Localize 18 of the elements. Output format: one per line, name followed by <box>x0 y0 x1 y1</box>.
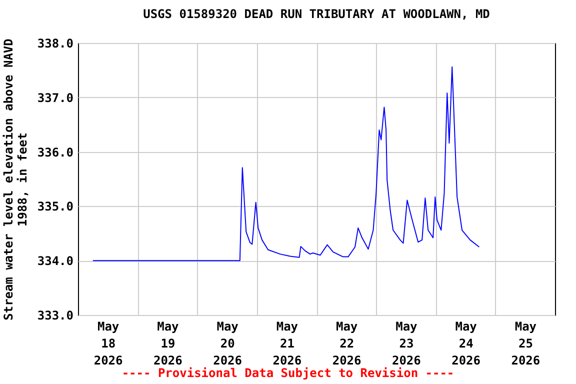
text: ---- Provisional Data Subject to Revision ---- <box>120 366 456 380</box>
x-tick-label: May 19 2026 <box>153 320 182 368</box>
x-tick-label: May 24 2026 <box>452 320 481 368</box>
x-tick-label: May 21 2026 <box>272 320 302 368</box>
line-series <box>92 66 480 262</box>
x-tick-label: May 23 2026 <box>392 320 421 368</box>
x-tick-label: May 22 2026 <box>332 320 362 368</box>
y-tick-label: 337.0 <box>37 90 74 105</box>
y-axis-title: Stream water level elevation above NAVD 1988, in feet <box>1 38 30 320</box>
y-tick-label: 336.0 <box>37 145 74 160</box>
y-tick-label: 333.0 <box>37 308 74 322</box>
x-tick-label: May 18 2026 <box>94 320 123 368</box>
x-tick-label: May 20 2026 <box>213 320 242 368</box>
chart-title: USGS 01589320 DEAD RUN TRIBUTARY AT WOODLAWN, MD <box>143 7 490 21</box>
y-tick-label: 338.0 <box>37 36 74 50</box>
y-tick-label: 334.0 <box>37 254 74 268</box>
x-tick-label: May 25 2026 <box>511 320 540 368</box>
y-tick-label: 335.0 <box>37 200 74 214</box>
